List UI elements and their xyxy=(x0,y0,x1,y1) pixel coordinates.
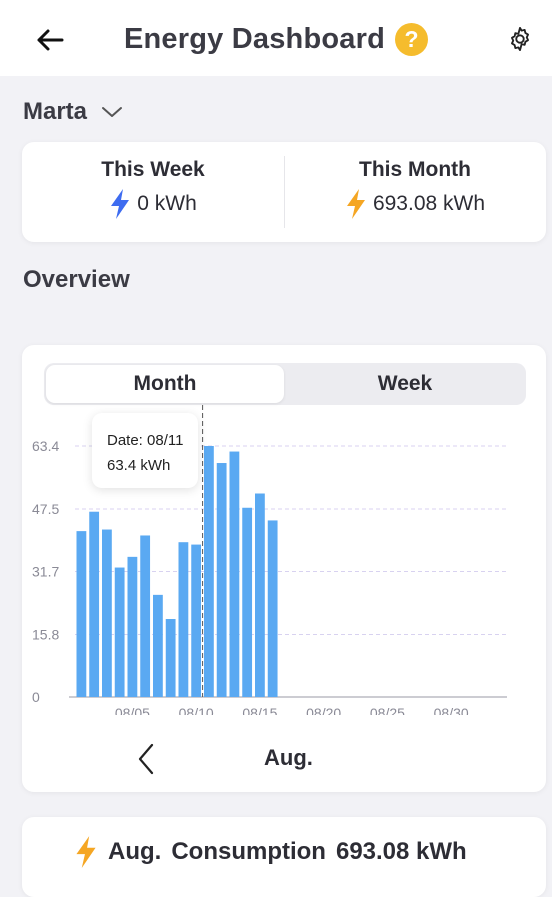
this-month-label: This Month xyxy=(284,158,546,182)
consumption-label: Consumption xyxy=(171,838,326,866)
consumption-row: Aug. Consumption 693.08 kWh xyxy=(74,835,467,869)
previous-month-button[interactable] xyxy=(132,741,160,777)
bar xyxy=(268,520,278,697)
help-icon[interactable]: ? xyxy=(395,23,428,56)
month-navigator: Aug. xyxy=(22,735,546,783)
this-month-value: 693.08 kWh xyxy=(373,192,485,216)
bar xyxy=(204,446,214,697)
bar xyxy=(242,508,252,697)
title-group: Energy Dashboard ? xyxy=(0,18,552,60)
x-tick-label: 08/15 xyxy=(242,705,277,715)
this-week-value-row: 0 kWh xyxy=(22,188,284,220)
y-tick-label: 63.4 xyxy=(32,438,59,454)
bar xyxy=(166,619,176,697)
bar xyxy=(102,530,112,697)
this-month-summary: This Month 693.08 kWh xyxy=(284,142,546,242)
bar xyxy=(128,557,138,697)
user-name: Marta xyxy=(23,98,87,126)
bar xyxy=(217,463,227,697)
bar xyxy=(179,542,189,697)
bar xyxy=(89,512,99,697)
this-month-value-row: 693.08 kWh xyxy=(284,188,546,220)
y-tick-label: 0 xyxy=(32,689,40,705)
lightning-orange-icon xyxy=(74,835,98,869)
chevron-down-icon xyxy=(101,105,123,119)
consumption-card: Aug. Consumption 693.08 kWh xyxy=(22,817,546,897)
bar xyxy=(191,545,201,697)
settings-button[interactable] xyxy=(503,22,537,56)
bar xyxy=(77,531,87,697)
y-tick-label: 31.7 xyxy=(32,564,59,580)
consumption-value: 693.08 kWh xyxy=(336,838,467,866)
page-title: Energy Dashboard xyxy=(124,23,385,56)
y-tick-label: 47.5 xyxy=(32,501,59,517)
current-month-label: Aug. xyxy=(264,745,313,771)
lightning-blue-icon xyxy=(109,188,131,220)
bar xyxy=(153,595,163,697)
x-tick-label: 08/20 xyxy=(306,705,341,715)
bar xyxy=(140,535,150,697)
x-tick-label: 08/25 xyxy=(370,705,405,715)
summary-card: This Week 0 kWh This Month 693.08 kWh xyxy=(22,142,546,242)
app-header: Energy Dashboard ? xyxy=(0,0,552,76)
bar xyxy=(230,452,240,697)
chevron-left-icon xyxy=(137,743,155,775)
tab-week[interactable]: Week xyxy=(286,365,524,403)
chart-tooltip: Date: 08/11 63.4 kWh xyxy=(92,413,198,488)
overview-title: Overview xyxy=(23,266,130,294)
tab-month[interactable]: Month xyxy=(46,365,284,403)
gear-icon xyxy=(506,25,534,53)
user-selector[interactable]: Marta xyxy=(23,96,123,128)
this-week-label: This Week xyxy=(22,158,284,182)
tooltip-value: 63.4 kWh xyxy=(107,453,198,478)
this-week-summary: This Week 0 kWh xyxy=(22,142,284,242)
this-week-value: 0 kWh xyxy=(137,192,197,216)
chart-card: Month Week 63.4 47.5 31.7 15.8 0 08/05 08/10 08… xyxy=(22,345,546,792)
consumption-month: Aug. xyxy=(108,838,161,866)
y-tick-label: 15.8 xyxy=(32,626,59,642)
x-tick-label: 08/05 xyxy=(115,705,150,715)
period-toggle: Month Week xyxy=(44,363,526,405)
bar xyxy=(115,568,125,697)
x-tick-label: 08/10 xyxy=(179,705,214,715)
x-tick-label: 08/30 xyxy=(434,705,469,715)
lightning-orange-icon xyxy=(345,188,367,220)
bar xyxy=(255,494,265,697)
tooltip-date: Date: 08/11 xyxy=(107,428,198,453)
